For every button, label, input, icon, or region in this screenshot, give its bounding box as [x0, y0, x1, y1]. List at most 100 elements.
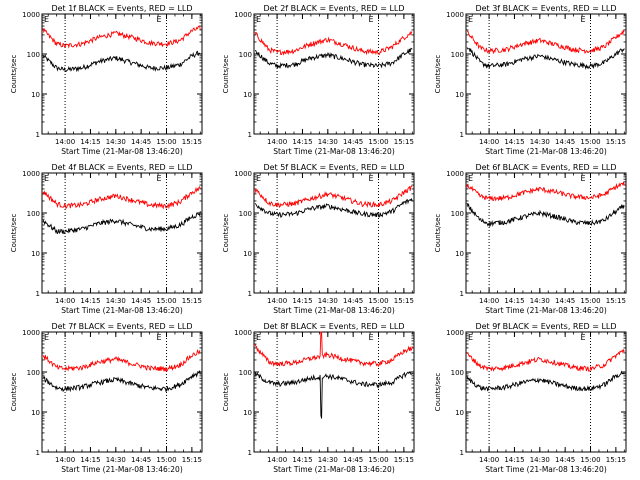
x-tick-label: 14:45: [131, 138, 151, 146]
plot-frame: [465, 172, 627, 294]
panel-title: Det 6f BLACK = Events, RED = LLD: [475, 163, 616, 172]
lld-series-line: [42, 185, 201, 210]
x-tick-label: 14:15: [80, 138, 100, 146]
event-marker-label: E: [256, 174, 261, 183]
x-axis-label: Start Time (21-Mar-08 13:46:20): [485, 147, 607, 156]
event-marker-label: E: [157, 15, 162, 24]
lld-series-line: [254, 31, 413, 56]
event-marker-label: E: [581, 174, 586, 183]
y-tick-label: 1000: [234, 170, 252, 178]
events-series-line: [254, 197, 413, 218]
lld-series-line: [254, 331, 413, 368]
x-tick-label: 14:15: [292, 138, 312, 146]
event-marker-label: E: [44, 174, 49, 183]
event-marker-label: E: [369, 15, 374, 24]
plot-frame: [253, 13, 415, 135]
y-tick-label: 1: [36, 290, 40, 298]
x-tick-label: 14:15: [504, 297, 524, 305]
x-tick-label: 14:45: [555, 456, 575, 464]
x-tick-label: 14:30: [318, 297, 338, 305]
events-series-line: [42, 370, 201, 393]
x-tick-label: 15:00: [156, 138, 176, 146]
event-marker-label: E: [256, 333, 261, 342]
plot-frame: [465, 13, 627, 135]
panel-det-6: Det 6f BLACK = Events, RED = LLD 1 10 100 10…: [434, 163, 627, 315]
lld-series-line: [466, 29, 625, 55]
y-tick-label: 1000: [234, 11, 252, 19]
y-tick-label: 1: [460, 131, 464, 139]
y-axis-label: Counts/sec: [222, 214, 230, 253]
event-marker-label: E: [581, 15, 586, 24]
x-tick-label: 14:30: [318, 456, 338, 464]
y-tick-label: 1000: [22, 329, 40, 337]
y-tick-label: 10: [455, 91, 464, 99]
plot-frame: [41, 331, 203, 453]
panel-title: Det 7f BLACK = Events, RED = LLD: [51, 322, 192, 331]
y-tick-label: 100: [239, 51, 252, 59]
panel-title: Det 3f BLACK = Events, RED = LLD: [475, 4, 616, 13]
x-tick-label: 14:30: [318, 138, 338, 146]
x-tick-label: 15:00: [580, 138, 600, 146]
y-axis-label: Counts/sec: [222, 373, 230, 412]
y-tick-label: 10: [31, 91, 40, 99]
panel-det-1: Det 1f BLACK = Events, RED = LLD 1 10 100 10…: [10, 4, 203, 156]
x-axis-label: Start Time (21-Mar-08 13:46:20): [273, 306, 395, 315]
x-tick-label: 15:00: [156, 456, 176, 464]
lld-series-line: [42, 348, 201, 372]
plot-frame: [253, 331, 415, 453]
panel-det-7: Det 7f BLACK = Events, RED = LLD 1 10 100 10…: [10, 322, 203, 474]
x-tick-label: 15:00: [368, 138, 388, 146]
y-tick-label: 100: [27, 369, 40, 377]
x-tick-label: 14:15: [292, 456, 312, 464]
y-tick-label: 1: [460, 290, 464, 298]
y-tick-label: 10: [455, 250, 464, 258]
y-axis-label: Counts/sec: [10, 214, 18, 253]
y-tick-label: 1: [248, 131, 252, 139]
x-tick-label: 14:00: [267, 297, 287, 305]
x-tick-label: 15:15: [182, 456, 202, 464]
y-tick-label: 1000: [22, 170, 40, 178]
x-tick-label: 14:45: [131, 297, 151, 305]
y-axis-label: Counts/sec: [434, 373, 442, 412]
x-tick-label: 14:15: [504, 138, 524, 146]
y-tick-label: 10: [243, 409, 252, 417]
x-tick-label: 14:15: [504, 456, 524, 464]
y-axis-label: Counts/sec: [222, 55, 230, 94]
x-tick-label: 14:45: [555, 297, 575, 305]
x-axis-label: Start Time (21-Mar-08 13:46:20): [61, 147, 183, 156]
panel-det-4: Det 4f BLACK = Events, RED = LLD 1 10 100 10…: [10, 163, 203, 315]
events-series-line: [466, 47, 625, 70]
event-marker-label: E: [256, 15, 261, 24]
y-axis-label: Counts/sec: [434, 55, 442, 94]
panel-title: Det 5f BLACK = Events, RED = LLD: [263, 163, 404, 172]
x-tick-label: 14:00: [55, 297, 75, 305]
x-axis-label: Start Time (21-Mar-08 13:46:20): [61, 465, 183, 474]
event-marker-label: E: [468, 333, 473, 342]
y-tick-label: 1: [36, 449, 40, 457]
y-axis-label: Counts/sec: [10, 373, 18, 412]
y-tick-label: 1000: [446, 170, 464, 178]
x-tick-label: 15:15: [394, 138, 414, 146]
panel-det-8: Det 8f BLACK = Events, RED = LLD 1 10 100 10…: [222, 322, 415, 474]
plot-frame: [41, 172, 203, 294]
y-tick-label: 1: [36, 131, 40, 139]
x-tick-label: 14:00: [479, 456, 499, 464]
panel-title: Det 2f BLACK = Events, RED = LLD: [263, 4, 404, 13]
x-tick-label: 15:00: [368, 456, 388, 464]
event-marker-label: E: [157, 174, 162, 183]
panel-det-5: Det 5f BLACK = Events, RED = LLD 1 10 100 10…: [222, 163, 415, 315]
y-tick-label: 1: [460, 449, 464, 457]
x-tick-label: 14:30: [106, 138, 126, 146]
y-tick-label: 1000: [22, 11, 40, 19]
event-marker-label: E: [468, 15, 473, 24]
y-tick-label: 1000: [234, 329, 252, 337]
x-tick-label: 15:15: [182, 138, 202, 146]
x-axis-label: Start Time (21-Mar-08 13:46:20): [273, 465, 395, 474]
y-axis-label: Counts/sec: [434, 214, 442, 253]
panel-det-3: Det 3f BLACK = Events, RED = LLD 1 10 100 10…: [434, 4, 627, 156]
lld-series-line: [466, 348, 625, 372]
x-tick-label: 14:30: [530, 297, 550, 305]
y-tick-label: 100: [451, 210, 464, 218]
x-tick-label: 15:15: [394, 297, 414, 305]
plot-frame: [41, 13, 203, 135]
